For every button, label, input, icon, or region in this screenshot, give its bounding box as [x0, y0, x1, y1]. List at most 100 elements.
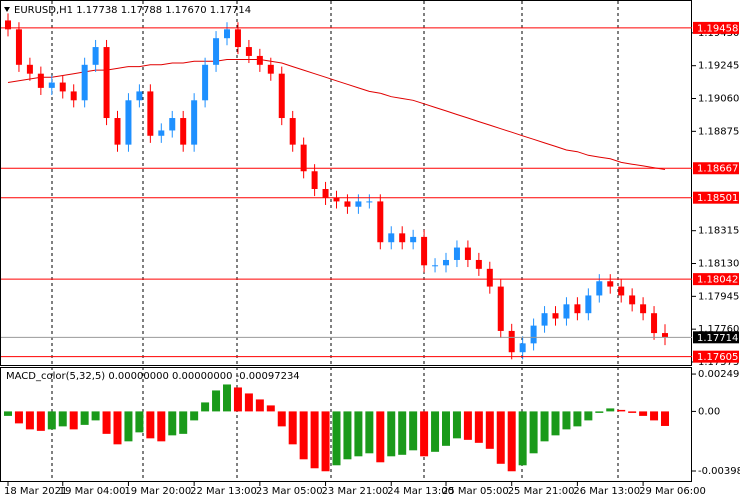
macd-bar: [507, 411, 516, 472]
candle-body: [311, 171, 318, 189]
candle-body: [267, 64, 274, 74]
macd-bar: [529, 411, 538, 454]
macd-bar: [102, 411, 111, 434]
level-label: 1.17605: [697, 352, 738, 363]
candle-body: [366, 201, 373, 203]
candle-body: [629, 295, 636, 305]
candle-body: [245, 47, 252, 56]
candle-body: [377, 201, 384, 243]
candle-body: [322, 189, 329, 198]
x-tick-label: 29 Mar 06:00: [639, 486, 706, 497]
macd-bar: [628, 411, 637, 413]
candle-body: [453, 247, 460, 260]
candle-body: [344, 201, 351, 207]
macd-bar: [551, 411, 560, 436]
macd-bar: [431, 411, 440, 452]
macd-bar: [606, 408, 615, 412]
candle-body: [410, 236, 417, 243]
candle-body: [640, 304, 647, 314]
macd-bar: [277, 411, 286, 427]
candle-body: [662, 333, 668, 338]
macd-bar: [36, 411, 45, 431]
candle-body: [37, 73, 44, 88]
candle-body: [596, 281, 603, 296]
macd-bar: [25, 411, 34, 430]
macd-bar: [179, 411, 188, 434]
y-tick-label: 1.19245: [698, 61, 739, 72]
candle-body: [92, 47, 99, 65]
candle-body: [497, 286, 504, 331]
macd-bar: [442, 411, 450, 446]
candle-body: [355, 201, 362, 207]
candle-body: [289, 118, 296, 145]
candle-body: [103, 47, 110, 119]
candle-body: [651, 313, 658, 334]
candle-body: [421, 236, 428, 266]
macd-bar: [299, 411, 308, 460]
x-tick-label: 25 Mar 21:00: [508, 486, 575, 497]
candle-body: [300, 144, 307, 172]
candle-body: [508, 330, 515, 353]
candle-body: [432, 265, 439, 267]
x-tick-label: 23 Mar 05:00: [256, 486, 323, 497]
macd-bar: [321, 411, 330, 472]
candle-body: [70, 91, 77, 101]
macd-bar: [474, 411, 483, 443]
x-tick-label: 19 Mar 20:00: [124, 486, 191, 497]
level-label-box: [693, 21, 739, 34]
macd-bar: [190, 411, 199, 421]
macd-bar: [14, 411, 23, 424]
macd-bar: [157, 411, 166, 442]
candle-body: [541, 313, 548, 326]
macd-bar: [398, 411, 407, 455]
macd-bar: [58, 411, 67, 427]
candle-body: [213, 38, 220, 65]
level-label-box: [693, 162, 739, 175]
macd-bar: [223, 384, 231, 412]
candle-body: [563, 304, 570, 319]
candle-body: [574, 304, 581, 314]
candle-body: [169, 118, 176, 131]
macd-bar: [113, 411, 122, 445]
macd-bar: [233, 387, 242, 412]
y-tick-label: 0.0024955: [698, 369, 740, 380]
macd-bar: [584, 411, 593, 421]
candle-body: [81, 64, 88, 101]
x-tick-label: 19 Mar 04:00: [59, 486, 126, 497]
macd-bar: [47, 411, 56, 430]
candle-body: [607, 281, 614, 287]
macd-bar: [562, 411, 571, 430]
y-tick-label: 1.18130: [698, 259, 739, 270]
level-label-box: [693, 350, 739, 363]
macd-bar: [4, 411, 12, 416]
candle-body: [519, 343, 526, 353]
candle-body: [180, 118, 187, 145]
candle-body: [136, 91, 143, 101]
y-tick-label: 1.17760: [698, 324, 739, 335]
candle-body: [278, 73, 285, 119]
candle-body: [399, 233, 406, 243]
macd-bar: [387, 411, 396, 457]
macd-bar: [485, 411, 494, 449]
macd-bar: [420, 411, 429, 457]
macd-bar: [332, 411, 341, 466]
candle-body: [191, 100, 198, 145]
macd-bar: [288, 411, 297, 445]
candle-body: [388, 233, 395, 243]
macd-bar: [452, 411, 461, 439]
level-label: 1.18042: [697, 275, 738, 286]
macd-bar: [617, 409, 626, 412]
candle-body: [48, 82, 55, 88]
macd-bar: [639, 411, 648, 416]
y-tick-label: 1.17945: [698, 291, 739, 302]
x-tick-label: 23 Mar 21:00: [322, 486, 389, 497]
level-label-box: [693, 273, 739, 286]
y-tick-label: 0.00: [698, 406, 720, 417]
candle-body: [26, 64, 33, 74]
y-tick-label: 1.19060: [698, 94, 739, 105]
macd-bar: [80, 411, 89, 425]
macd-bar: [212, 390, 221, 412]
candle-body: [464, 247, 471, 260]
macd-bar: [518, 411, 527, 466]
